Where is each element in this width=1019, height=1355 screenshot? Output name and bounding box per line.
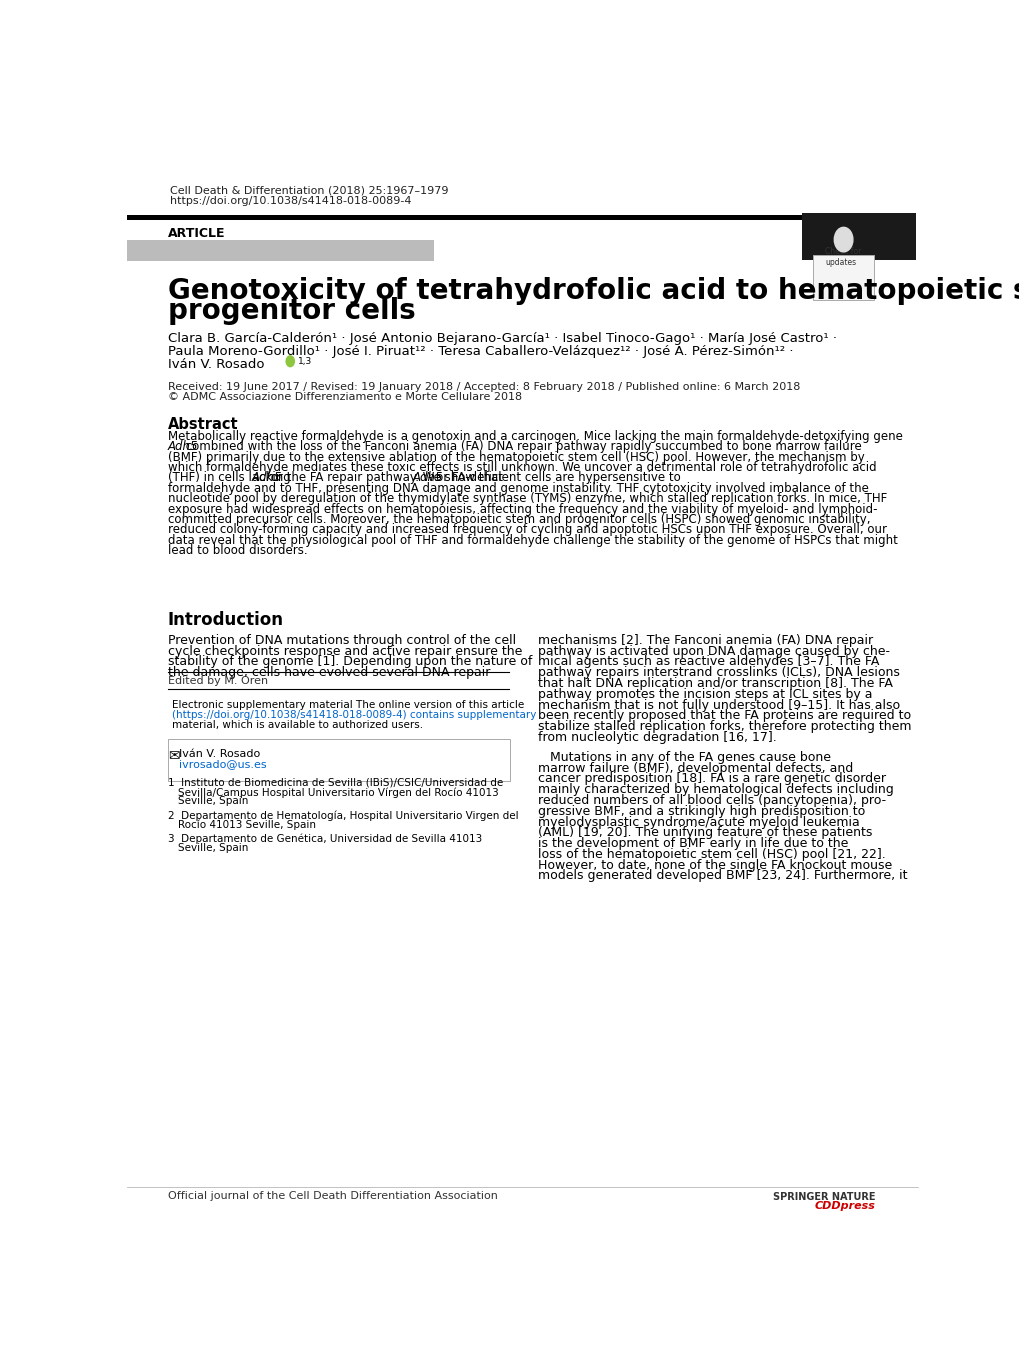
- Text: Metabolically reactive formaldehyde is a genotoxin and a carcinogen. Mice lackin: Metabolically reactive formaldehyde is a…: [168, 430, 902, 443]
- Text: the damage, cells have evolved several DNA repair: the damage, cells have evolved several D…: [168, 667, 490, 679]
- Text: ✉: ✉: [168, 749, 179, 763]
- Text: reduced numbers of all blood cells (pancytopenia), pro-: reduced numbers of all blood cells (panc…: [538, 794, 886, 808]
- Text: material, which is available to authorized users.: material, which is available to authoriz…: [172, 720, 423, 730]
- Text: mechanism that is not fully understood [9–15]. It has also: mechanism that is not fully understood […: [538, 699, 900, 711]
- Text: or the FA repair pathway. We show that: or the FA repair pathway. We show that: [266, 472, 505, 484]
- Text: - or FA-deficient cells are hypersensitive to: - or FA-deficient cells are hypersensiti…: [427, 472, 680, 484]
- FancyBboxPatch shape: [127, 240, 433, 262]
- Text: © ADMC Associazione Differenziamento e Morte Cellulare 2018: © ADMC Associazione Differenziamento e M…: [168, 392, 522, 402]
- Text: progenitor cells: progenitor cells: [168, 297, 415, 325]
- Text: from nucleolytic degradation [16, 17].: from nucleolytic degradation [16, 17].: [538, 730, 776, 744]
- Text: formaldehyde and to THF, presenting DNA damage and genome instability. THF cytot: formaldehyde and to THF, presenting DNA …: [168, 482, 868, 495]
- Circle shape: [286, 356, 294, 367]
- Text: combined with the loss of the Fanconi anemia (FA) DNA repair pathway rapidly suc: combined with the loss of the Fanconi an…: [182, 440, 861, 453]
- Text: lead to blood disorders.: lead to blood disorders.: [168, 545, 307, 557]
- Text: which formaldehyde mediates these toxic effects is still unknown. We uncover a d: which formaldehyde mediates these toxic …: [168, 461, 875, 474]
- Text: pathway repairs interstrand crosslinks (ICLs), DNA lesions: pathway repairs interstrand crosslinks (…: [538, 667, 899, 679]
- Text: is the development of BMF early in life due to the: is the development of BMF early in life …: [538, 837, 848, 850]
- Text: Iván V. Rosado: Iván V. Rosado: [168, 358, 264, 371]
- Text: nucleotide pool by deregulation of the thymidylate synthase (TYMS) enzyme, which: nucleotide pool by deregulation of the t…: [168, 492, 887, 505]
- Text: (BMF) primarily due to the extensive ablation of the hematopoietic stem cell (HS: (BMF) primarily due to the extensive abl…: [168, 451, 864, 463]
- Text: data reveal that the physiological pool of THF and formaldehyde challenge the st: data reveal that the physiological pool …: [168, 534, 897, 546]
- Text: Electronic supplementary material The online version of this article: Electronic supplementary material The on…: [172, 701, 524, 710]
- Text: Official journal of the Cell Death Differentiation Association: Official journal of the Cell Death Diffe…: [168, 1191, 497, 1202]
- Text: cycle checkpoints response and active repair ensure the: cycle checkpoints response and active re…: [168, 645, 522, 657]
- Text: models generated developed BMF [23, 24]. Furthermore, it: models generated developed BMF [23, 24].…: [538, 870, 907, 882]
- FancyBboxPatch shape: [812, 255, 873, 299]
- Text: Adh5: Adh5: [252, 472, 282, 484]
- Text: Iván V. Rosado: Iván V. Rosado: [178, 749, 260, 759]
- FancyBboxPatch shape: [168, 738, 510, 780]
- Text: mechanisms [2]. The Fanconi anemia (FA) DNA repair: mechanisms [2]. The Fanconi anemia (FA) …: [538, 634, 872, 646]
- Text: Seville, Spain: Seville, Spain: [177, 843, 248, 852]
- Text: exposure had widespread effects on hematopoiesis, affecting the frequency and th: exposure had widespread effects on hemat…: [168, 503, 876, 515]
- Text: Clara B. García-Calderón¹ · José Antonio Bejarano-García¹ · Isabel Tinoco-Gago¹ : Clara B. García-Calderón¹ · José Antonio…: [168, 332, 836, 346]
- Text: myelodysplastic syndrome/acute myeloid leukemia: myelodysplastic syndrome/acute myeloid l…: [538, 816, 859, 828]
- Text: ARTICLE: ARTICLE: [168, 226, 225, 240]
- Text: that halt DNA replication and/or transcription [8]. The FA: that halt DNA replication and/or transcr…: [538, 678, 893, 690]
- Text: Prevention of DNA mutations through control of the cell: Prevention of DNA mutations through cont…: [168, 634, 516, 646]
- Text: 1,3: 1,3: [298, 356, 312, 366]
- Text: (AML) [19, 20]. The unifying feature of these patients: (AML) [19, 20]. The unifying feature of …: [538, 827, 872, 839]
- Text: Rocío 41013 Seville, Spain: Rocío 41013 Seville, Spain: [177, 820, 316, 829]
- Text: Sevilla/Campus Hospital Universitario Vírgen del Rocío 41013: Sevilla/Campus Hospital Universitario Ví…: [177, 787, 498, 798]
- Text: However, to date, none of the single FA knockout mouse: However, to date, none of the single FA …: [538, 859, 892, 871]
- Text: Introduction: Introduction: [168, 611, 283, 629]
- FancyBboxPatch shape: [801, 213, 915, 260]
- Text: 1  Instituto de Biomedicina de Sevilla (IBiS)/CSIC/Universidad de: 1 Instituto de Biomedicina de Sevilla (I…: [168, 778, 502, 787]
- Text: Check for
updates: Check for updates: [824, 248, 860, 267]
- Text: cancer predisposition [18]. FA is a rare genetic disorder: cancer predisposition [18]. FA is a rare…: [538, 772, 886, 786]
- Text: stability of the genome [1]. Depending upon the nature of: stability of the genome [1]. Depending u…: [168, 656, 532, 668]
- Text: Adh5: Adh5: [413, 472, 443, 484]
- Text: 3  Departamento de Genética, Universidad de Sevilla 41013: 3 Departamento de Genética, Universidad …: [168, 833, 482, 844]
- FancyBboxPatch shape: [127, 215, 801, 220]
- Text: https://doi.org/10.1038/s41418-018-0089-4: https://doi.org/10.1038/s41418-018-0089-…: [170, 196, 412, 206]
- Text: (THF) in cells lacking: (THF) in cells lacking: [168, 472, 294, 484]
- Text: Edited by M. Oren: Edited by M. Oren: [168, 676, 268, 686]
- Text: committed precursor cells. Moreover, the hematopoietic stem and progenitor cells: committed precursor cells. Moreover, the…: [168, 514, 869, 526]
- Text: Genotoxicity of tetrahydrofolic acid to hematopoietic stem and: Genotoxicity of tetrahydrofolic acid to …: [168, 276, 1019, 305]
- Text: Adh5: Adh5: [168, 440, 198, 453]
- Text: Cell Death &
Differentiation: Cell Death & Differentiation: [803, 182, 914, 211]
- Text: (https://doi.org/10.1038/s41418-018-0089-4) contains supplementary: (https://doi.org/10.1038/s41418-018-0089…: [172, 710, 536, 720]
- Text: Seville, Spain: Seville, Spain: [177, 797, 248, 806]
- Text: Mutations in any of the FA genes cause bone: Mutations in any of the FA genes cause b…: [538, 751, 830, 764]
- Text: CDDpress: CDDpress: [814, 1201, 874, 1210]
- Text: gressive BMF, and a strikingly high predisposition to: gressive BMF, and a strikingly high pred…: [538, 805, 865, 818]
- Text: ivrosado@us.es: ivrosado@us.es: [178, 759, 266, 770]
- Text: ○: ○: [835, 230, 851, 249]
- Text: pathway promotes the incision steps at ICL sites by a: pathway promotes the incision steps at I…: [538, 688, 872, 701]
- Text: mainly characterized by hematological defects including: mainly characterized by hematological de…: [538, 783, 893, 797]
- Text: Abstract: Abstract: [168, 417, 238, 432]
- Text: stabilize stalled replication forks, therefore protecting them: stabilize stalled replication forks, the…: [538, 720, 911, 733]
- Text: pathway is activated upon DNA damage caused by che-: pathway is activated upon DNA damage cau…: [538, 645, 890, 657]
- Text: Cell Death & Differentiation (2018) 25:1967–1979: Cell Death & Differentiation (2018) 25:1…: [170, 186, 448, 195]
- Circle shape: [834, 228, 852, 252]
- Text: loss of the hematopoietic stem cell (HSC) pool [21, 22].: loss of the hematopoietic stem cell (HSC…: [538, 848, 886, 860]
- Text: 2  Departamento de Hematología, Hospital Universitario Virgen del: 2 Departamento de Hematología, Hospital …: [168, 810, 518, 821]
- Text: marrow failure (BMF), developmental defects, and: marrow failure (BMF), developmental defe…: [538, 762, 853, 775]
- Text: iD: iD: [286, 359, 293, 363]
- Text: Paula Moreno-Gordillo¹ · José I. Piruat¹² · Teresa Caballero-Velázquez¹² · José : Paula Moreno-Gordillo¹ · José I. Piruat¹…: [168, 346, 793, 358]
- Text: SPRINGER NATURE: SPRINGER NATURE: [772, 1192, 874, 1202]
- Text: mical agents such as reactive aldehydes [3–7]. The FA: mical agents such as reactive aldehydes …: [538, 656, 878, 668]
- Text: Received: 19 June 2017 / Revised: 19 January 2018 / Accepted: 8 February 2018 / : Received: 19 June 2017 / Revised: 19 Jan…: [168, 382, 799, 392]
- Text: reduced colony-forming capacity and increased frequency of cycling and apoptotic: reduced colony-forming capacity and incr…: [168, 523, 886, 537]
- Text: been recently proposed that the FA proteins are required to: been recently proposed that the FA prote…: [538, 709, 911, 722]
